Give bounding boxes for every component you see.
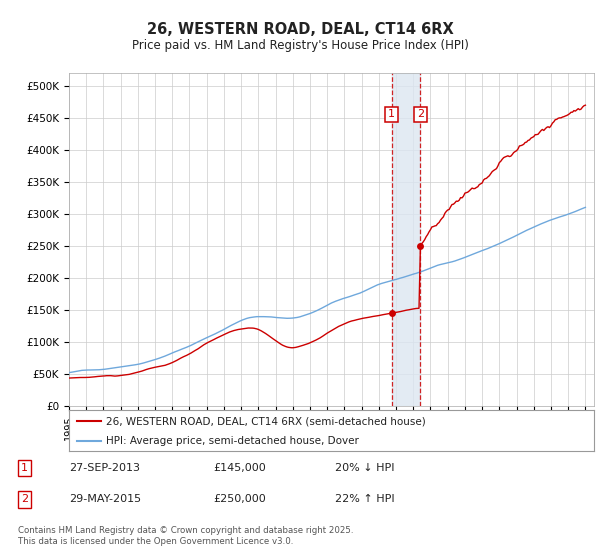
Text: 1: 1	[21, 463, 28, 473]
Bar	[392, 73, 421, 406]
Text: 27-SEP-2013: 27-SEP-2013	[70, 463, 140, 473]
Text: 26, WESTERN ROAD, DEAL, CT14 6RX: 26, WESTERN ROAD, DEAL, CT14 6RX	[146, 22, 454, 38]
Text: 29-MAY-2015: 29-MAY-2015	[70, 494, 142, 505]
Text: Contains HM Land Registry data © Crown copyright and database right 2025.
This d: Contains HM Land Registry data © Crown c…	[18, 526, 353, 546]
Text: £250,000: £250,000	[214, 494, 266, 505]
Text: 20% ↓ HPI: 20% ↓ HPI	[335, 463, 394, 473]
Text: 26, WESTERN ROAD, DEAL, CT14 6RX (semi-detached house): 26, WESTERN ROAD, DEAL, CT14 6RX (semi-d…	[106, 417, 425, 426]
Text: Price paid vs. HM Land Registry's House Price Index (HPI): Price paid vs. HM Land Registry's House …	[131, 39, 469, 52]
Text: 2: 2	[417, 109, 424, 119]
Text: HPI: Average price, semi-detached house, Dover: HPI: Average price, semi-detached house,…	[106, 436, 359, 446]
Text: £145,000: £145,000	[214, 463, 266, 473]
Text: 1: 1	[388, 109, 395, 119]
Text: 22% ↑ HPI: 22% ↑ HPI	[335, 494, 394, 505]
Text: 2: 2	[21, 494, 28, 505]
